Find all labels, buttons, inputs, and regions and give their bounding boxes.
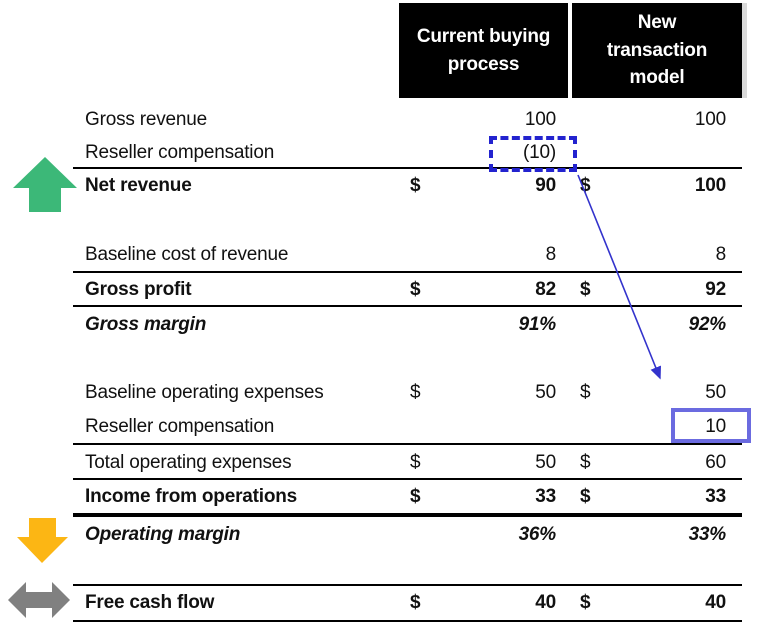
table-row-income-from-operations: Income from operations $ 33 $ 33	[85, 480, 726, 514]
value-new: 40	[705, 592, 726, 613]
value-current: 100	[524, 109, 556, 130]
currency-symbol: $	[410, 279, 421, 300]
row-label: Income from operations	[85, 486, 298, 507]
table-row-baseline-cost-of-revenue: Baseline cost of revenue 8 8	[85, 238, 726, 272]
table-row-gross-margin: Gross margin 91% 92%	[85, 308, 726, 342]
row-label: Net revenue	[85, 175, 192, 196]
value-current: 82	[535, 279, 556, 300]
row-label: Operating margin	[85, 524, 241, 545]
value-current: 50	[535, 382, 556, 403]
row-label: Total operating expenses	[85, 452, 292, 473]
value-new: 50	[705, 382, 726, 403]
value-new: 92%	[688, 314, 727, 335]
rule-above-gross-margin	[73, 305, 742, 307]
table-row-total-operating-expenses: Total operating expenses $ 50 $ 60	[85, 446, 726, 480]
rule-below-free-cash-flow	[73, 620, 742, 622]
row-label: Gross profit	[85, 279, 192, 300]
rule-above-gross-profit	[73, 271, 742, 273]
decrease-arrow-icon	[17, 518, 68, 563]
table-row-reseller-compensation-opex: Reseller compensation 10	[85, 410, 726, 444]
row-label: Gross margin	[85, 314, 207, 335]
row-label: Free cash flow	[85, 592, 215, 613]
currency-symbol: $	[410, 592, 421, 613]
currency-symbol: $	[580, 382, 591, 403]
rule-above-operating-margin	[73, 513, 742, 517]
value-current: 91%	[518, 314, 557, 335]
table-row-baseline-operating-expenses: Baseline operating expenses $ 50 $ 50	[85, 376, 726, 410]
row-label: Gross revenue	[85, 109, 208, 130]
currency-symbol: $	[410, 452, 421, 473]
column-header-new-transaction-model: New transaction model	[572, 3, 742, 98]
rule-above-net-revenue	[73, 167, 742, 169]
currency-symbol: $	[580, 452, 591, 473]
value-new: 100	[694, 175, 726, 196]
table-row-net-revenue: Net revenue $ 90 $ 100	[85, 169, 726, 203]
currency-symbol: $	[580, 279, 591, 300]
row-label: Reseller compensation	[85, 142, 275, 163]
solid-highlight-box	[671, 408, 751, 443]
value-new: 10	[705, 416, 726, 437]
table-row-operating-margin: Operating margin 36% 33%	[85, 518, 726, 552]
rule-above-total-operating-expenses	[73, 443, 742, 445]
value-current: 8	[545, 244, 557, 265]
increase-arrow-icon	[13, 157, 77, 212]
value-current: 36%	[518, 524, 557, 545]
value-current: (10)	[523, 142, 556, 163]
value-new: 33	[705, 486, 726, 507]
neutral-arrow-icon	[8, 582, 70, 618]
value-new: 33%	[688, 524, 727, 545]
value-new: 60	[705, 452, 726, 473]
value-new: 92	[705, 279, 726, 300]
value-new: 100	[694, 109, 726, 130]
table-row-free-cash-flow: Free cash flow $ 40 $ 40	[85, 586, 726, 620]
value-current: 33	[535, 486, 556, 507]
rule-above-free-cash-flow	[73, 584, 742, 586]
row-label: Reseller compensation	[85, 416, 275, 437]
value-current: 40	[535, 592, 556, 613]
currency-symbol: $	[580, 175, 591, 196]
currency-symbol: $	[580, 486, 591, 507]
value-new: 8	[715, 244, 727, 265]
row-label: Baseline operating expenses	[85, 382, 324, 403]
rule-above-income-from-operations	[73, 478, 742, 480]
table-row-gross-profit: Gross profit $ 82 $ 92	[85, 273, 726, 307]
currency-symbol: $	[580, 592, 591, 613]
currency-symbol: $	[410, 382, 421, 403]
column-header-current-buying-process: Current buying process	[399, 3, 568, 98]
table-row-gross-revenue: Gross revenue 100 100	[85, 103, 726, 137]
currency-symbol: $	[410, 486, 421, 507]
dashed-highlight-box	[489, 136, 577, 172]
table-row-reseller-compensation: Reseller compensation (10)	[85, 136, 726, 170]
row-label: Baseline cost of revenue	[85, 244, 289, 265]
currency-symbol: $	[410, 175, 421, 196]
value-current: 50	[535, 452, 556, 473]
value-current: 90	[535, 175, 556, 196]
